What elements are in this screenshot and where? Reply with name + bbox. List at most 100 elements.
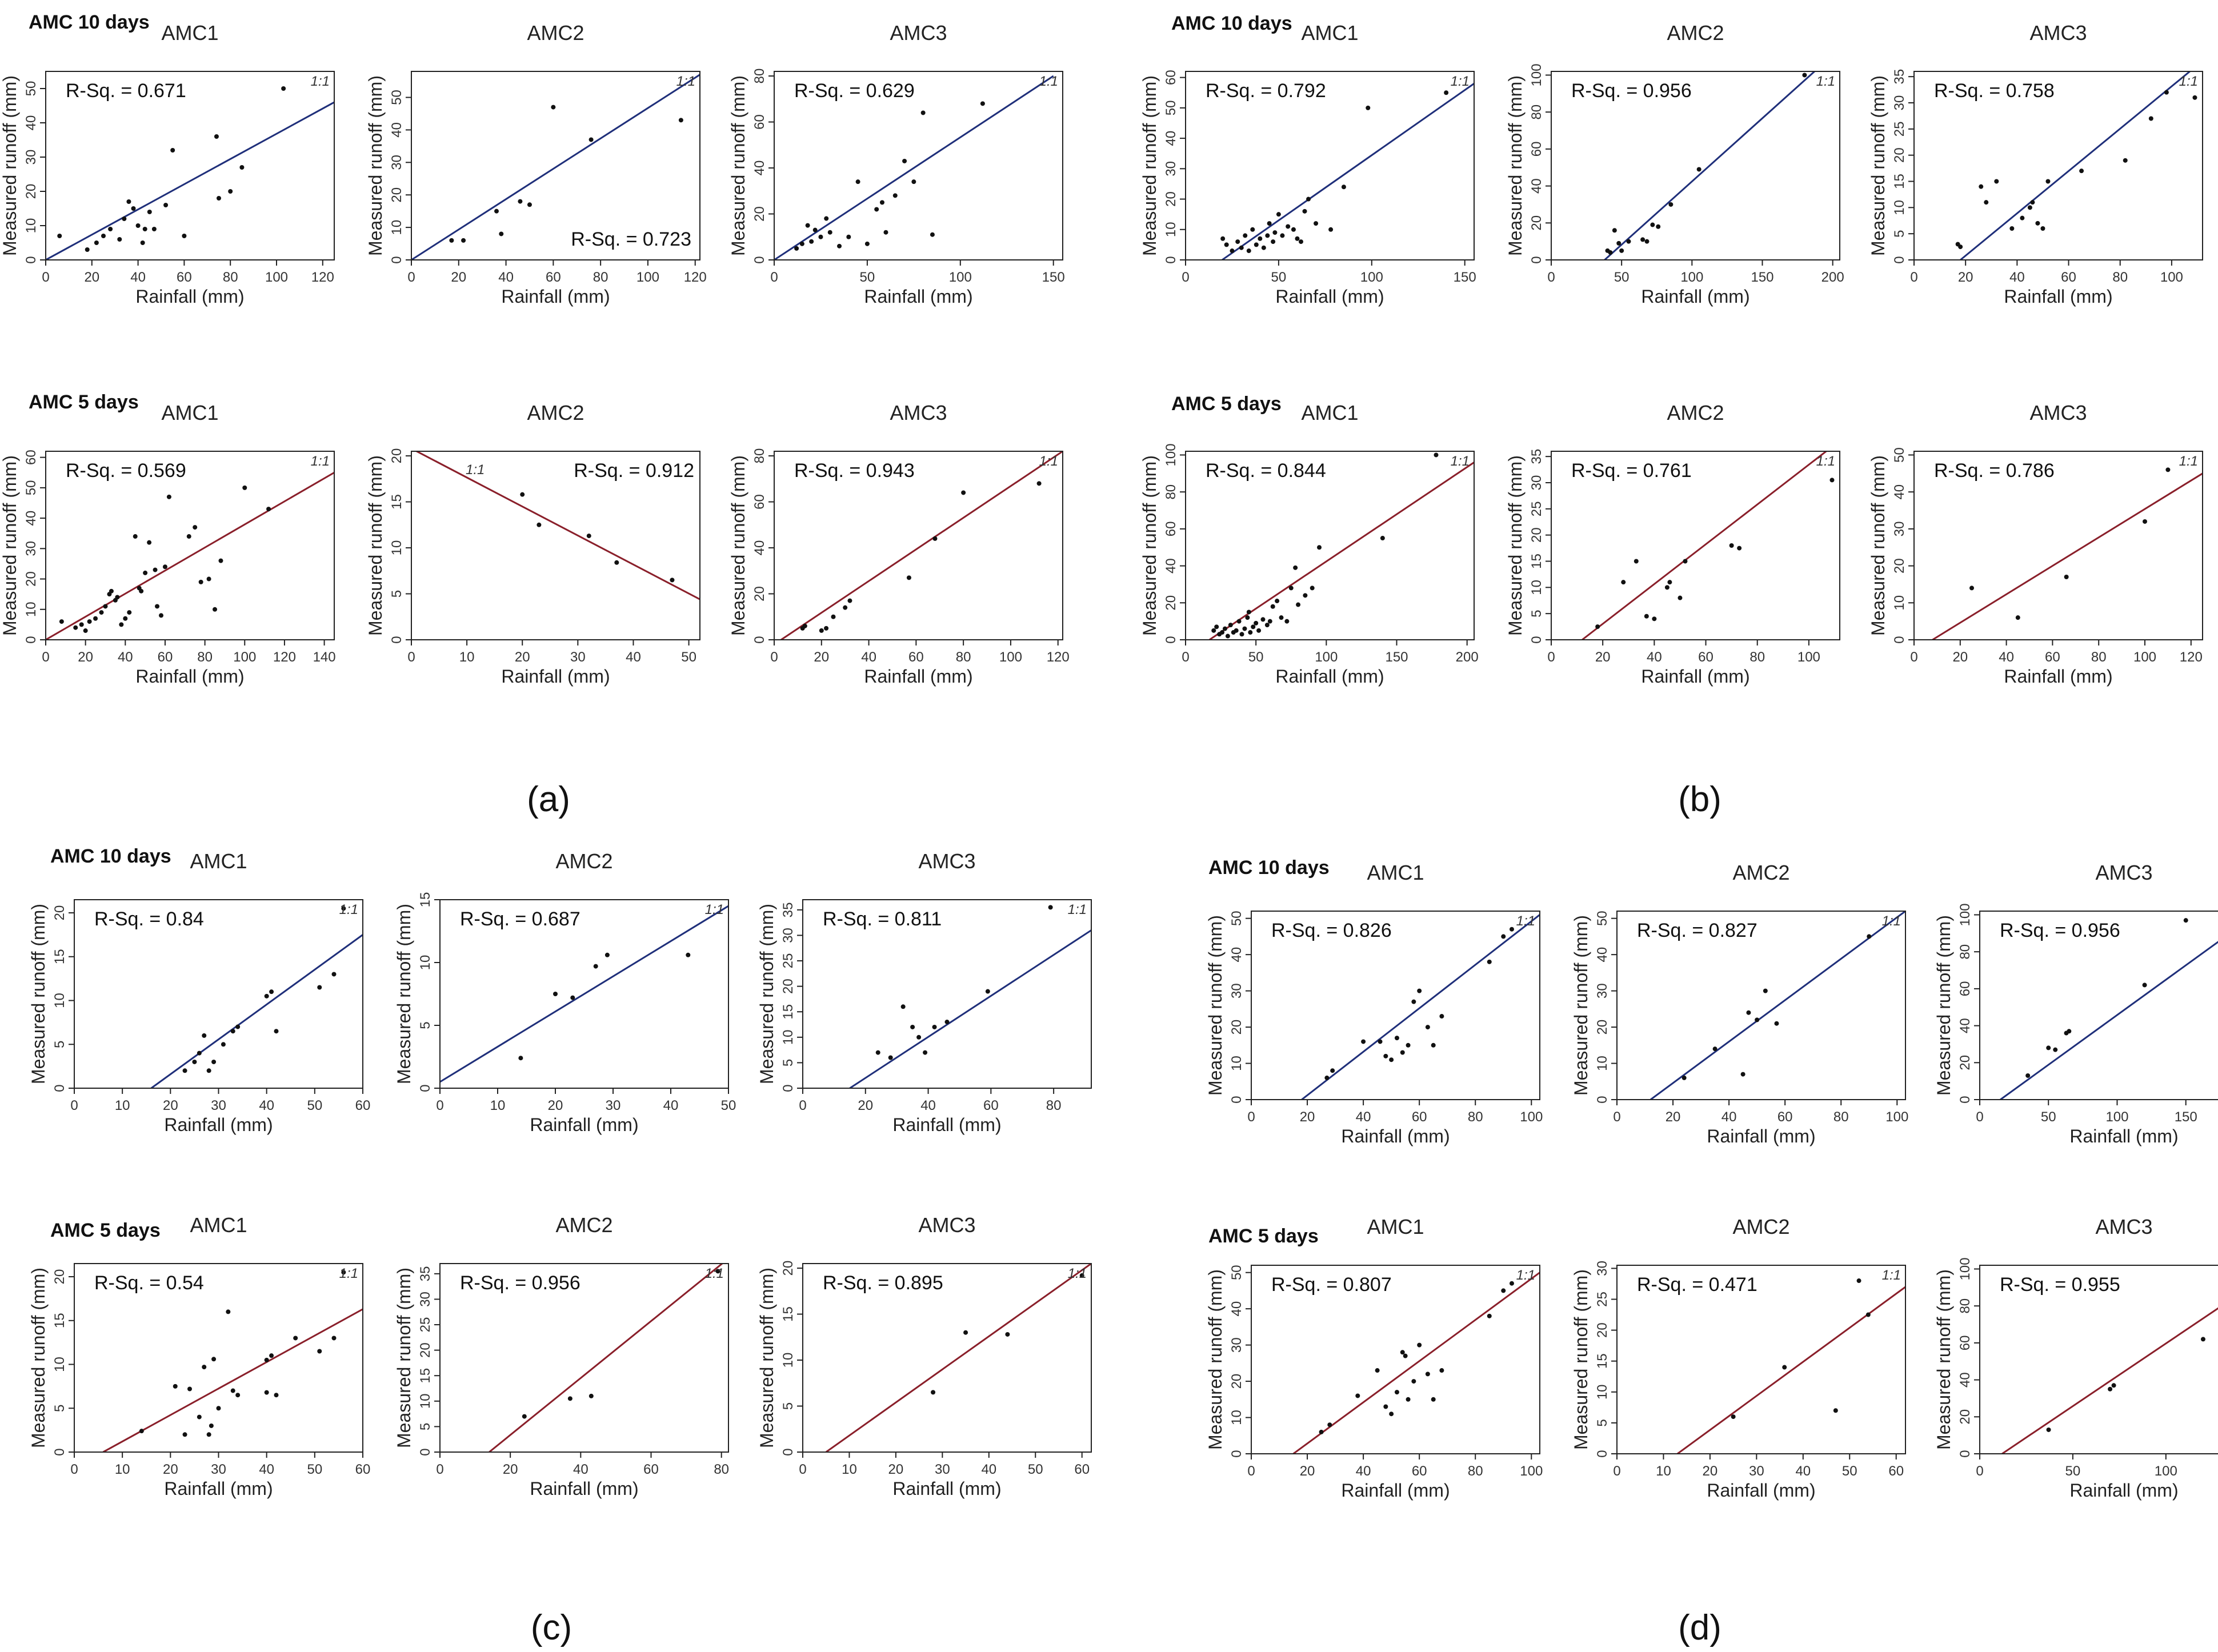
data-point: [1644, 614, 1649, 619]
y-tick-label: 30: [1163, 161, 1179, 177]
y-tick-label: 10: [418, 1393, 433, 1409]
x-tick-label: 0: [1976, 1463, 1983, 1479]
y-tick-label: 30: [780, 928, 796, 943]
data-point: [1439, 1014, 1444, 1019]
data-point: [2142, 983, 2147, 988]
data-point: [1286, 224, 1291, 229]
data-point: [143, 570, 148, 575]
data-point: [1366, 105, 1371, 110]
one-to-one-label: 1:1: [339, 1266, 358, 1281]
regression-line: [825, 1264, 1091, 1452]
r-squared-label: R-Sq. = 0.895: [823, 1272, 943, 1294]
data-point: [1303, 593, 1308, 598]
data-point: [809, 239, 814, 244]
data-point: [1284, 619, 1290, 624]
x-tick-label: 50: [681, 649, 696, 665]
y-axis-label: Measured runoff (mm): [1571, 915, 1591, 1096]
one-to-one-label: 1:1: [1816, 454, 1835, 469]
x-tick-label: 80: [593, 270, 608, 285]
data-point: [139, 1429, 144, 1434]
data-point: [101, 234, 106, 238]
x-tick-label: 80: [223, 270, 238, 285]
data-point: [1239, 245, 1244, 250]
data-point: [1234, 628, 1239, 633]
plot-frame: [774, 451, 1063, 640]
data-point: [686, 952, 691, 957]
y-axis-label: Measured runoff (mm): [1868, 455, 1888, 636]
x-tick-label: 20: [888, 1462, 904, 1477]
data-point: [1293, 565, 1298, 570]
data-point: [1755, 1017, 1760, 1023]
data-point: [1969, 586, 1974, 591]
data-point: [1640, 237, 1646, 242]
y-tick-label: 15: [418, 892, 433, 908]
y-axis-label: Measured runoff (mm): [728, 75, 748, 256]
data-point: [108, 227, 113, 231]
data-point: [1265, 233, 1270, 238]
data-point: [1644, 239, 1650, 244]
data-point: [1865, 1312, 1871, 1317]
y-tick-label: 20: [1595, 1020, 1610, 1035]
regression-line: [1292, 1272, 1540, 1454]
x-tick-label: 20: [84, 270, 99, 285]
x-tick-label: 40: [259, 1462, 274, 1477]
x-tick-label: 50: [1248, 649, 1264, 665]
data-point: [269, 989, 274, 995]
data-point: [1310, 586, 1315, 591]
x-tick-label: 120: [273, 649, 296, 665]
data-point: [1220, 236, 1226, 241]
data-point: [79, 622, 84, 627]
y-tick-label: 30: [1229, 983, 1244, 999]
x-tick-label: 0: [407, 649, 415, 665]
x-tick-label: 60: [983, 1098, 999, 1113]
y-tick-label: 25: [780, 953, 796, 969]
data-point: [87, 619, 92, 624]
x-tick-label: 100: [1680, 270, 1703, 285]
y-tick-label: 40: [752, 161, 767, 176]
data-point: [197, 1050, 202, 1056]
y-axis-label: Measured runoff (mm): [1933, 915, 1954, 1096]
x-tick-label: 40: [920, 1098, 936, 1113]
data-point: [131, 206, 136, 211]
data-point: [94, 240, 99, 245]
one-to-one-label: 1:1: [311, 454, 330, 469]
x-axis-label: Rainfall (mm): [164, 1114, 273, 1135]
data-point: [2108, 1386, 2113, 1392]
data-point: [2053, 1047, 2058, 1052]
scatter-chart: AMC3050100150200020406080100Rainfall (mm…: [1933, 861, 2218, 1146]
data-point: [2123, 158, 2128, 163]
data-point: [1245, 615, 1250, 620]
y-axis-label: Measured runoff (mm): [365, 75, 386, 256]
r-squared-label: R-Sq. = 0.54: [94, 1272, 204, 1294]
data-point: [211, 1357, 217, 1362]
y-tick-label: 30: [389, 155, 405, 170]
data-point: [449, 238, 454, 243]
x-axis-label: Rainfall (mm): [864, 666, 972, 687]
chart-title: AMC1: [190, 1213, 247, 1237]
data-point: [317, 985, 322, 990]
data-point: [206, 1068, 211, 1073]
one-to-one-label: 1:1: [1816, 74, 1835, 89]
data-point: [1246, 248, 1251, 254]
data-point: [266, 507, 271, 512]
data-point: [83, 628, 88, 633]
y-axis-label: Measured runoff (mm): [1571, 1269, 1591, 1450]
data-point: [843, 605, 848, 610]
data-point: [103, 604, 108, 609]
row-title: AMC 5 days: [1171, 393, 1282, 415]
x-tick-label: 0: [70, 1462, 78, 1477]
data-point: [1375, 1368, 1380, 1373]
y-tick-label: 20: [52, 905, 67, 921]
data-point: [1634, 559, 1639, 564]
y-axis-label: Measured runoff (mm): [394, 1268, 414, 1448]
x-tick-label: 40: [118, 649, 133, 665]
y-tick-label: 0: [389, 256, 405, 263]
plot-frame: [774, 71, 1063, 260]
data-point: [1355, 1393, 1360, 1398]
x-tick-label: 200: [1821, 270, 1844, 285]
regression-line: [440, 905, 728, 1083]
data-point: [1256, 628, 1262, 633]
data-point: [963, 1330, 968, 1335]
x-tick-label: 100: [2133, 649, 2156, 665]
